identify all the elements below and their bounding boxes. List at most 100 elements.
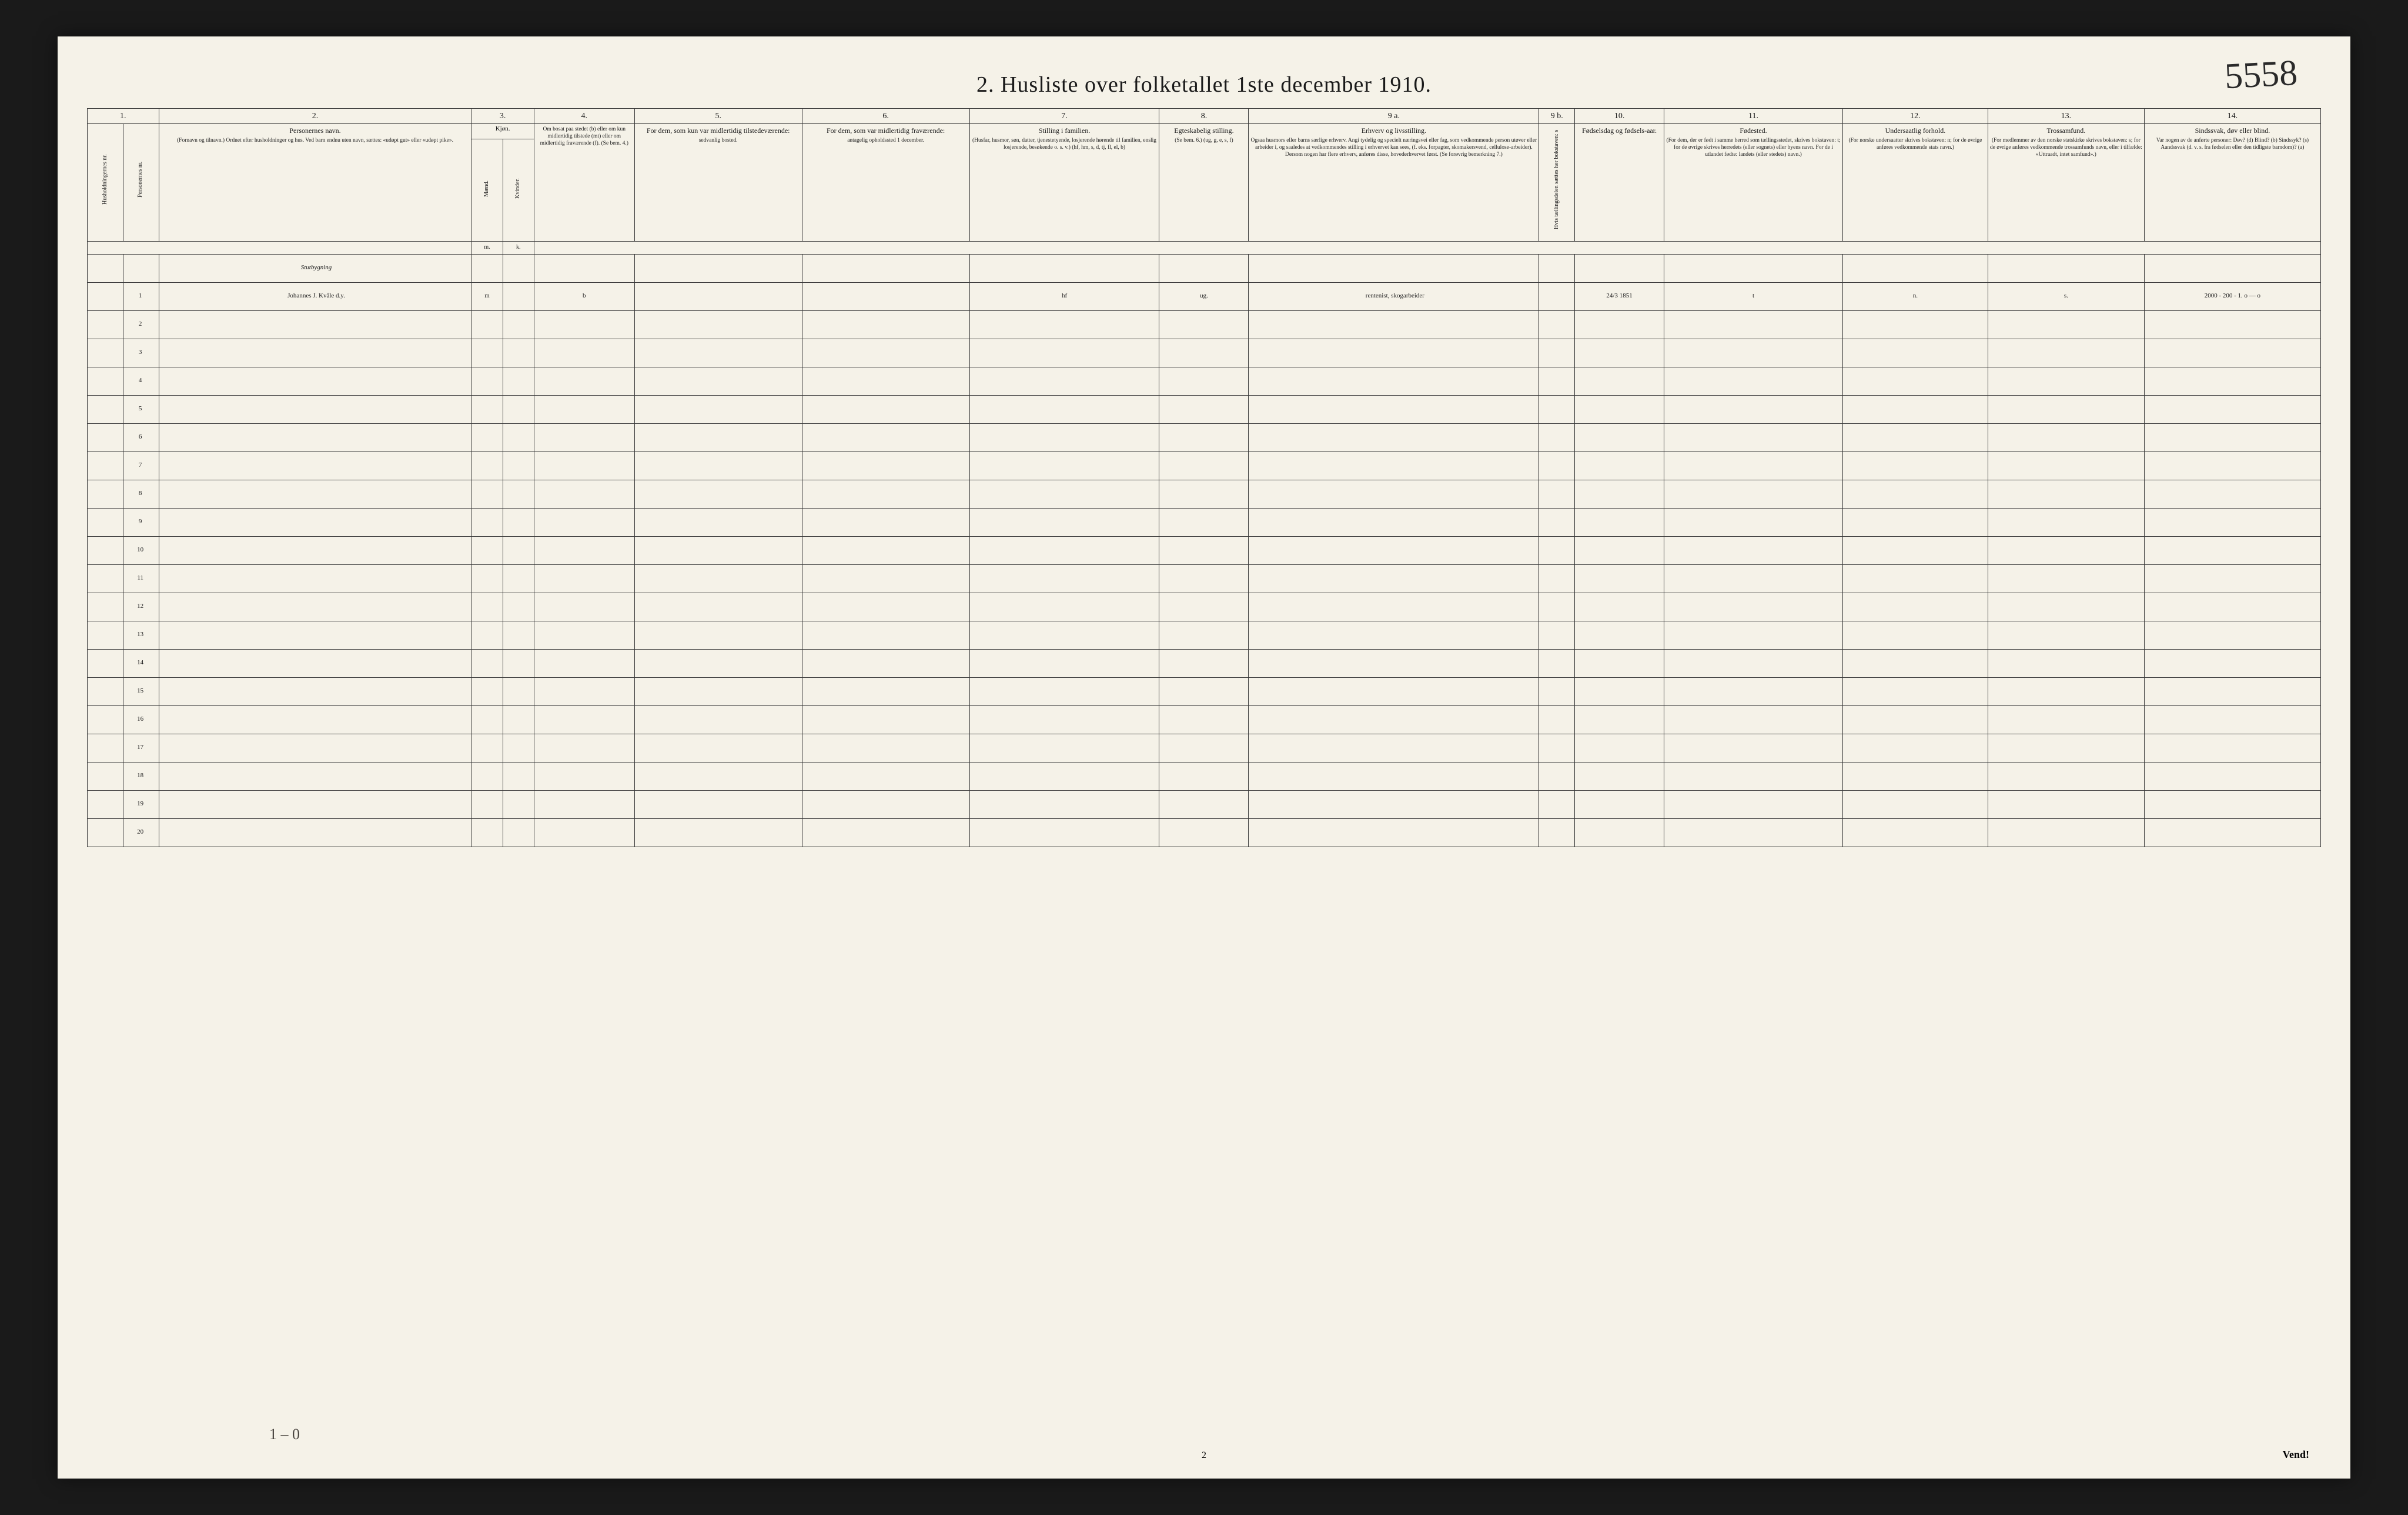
birthplace-cell xyxy=(1664,310,1843,339)
occupation-cell xyxy=(1249,452,1539,480)
table-row: 6 xyxy=(88,423,2321,452)
residence-cell xyxy=(534,564,634,593)
occupation-cell xyxy=(1249,395,1539,423)
marital-cell xyxy=(1159,423,1249,452)
birth-cell: 24/3 1851 xyxy=(1575,282,1664,310)
sex-m-cell xyxy=(471,395,503,423)
sex-k-cell xyxy=(503,423,534,452)
disability-cell xyxy=(2144,536,2320,564)
temp-absent-cell xyxy=(802,282,969,310)
religion-cell xyxy=(1988,536,2144,564)
temp-present-cell xyxy=(634,734,802,762)
birth-cell xyxy=(1575,452,1664,480)
residence-cell xyxy=(534,367,634,395)
person-nr-cell: 20 xyxy=(123,818,159,847)
disability-cell xyxy=(2144,818,2320,847)
occupation-cell xyxy=(1249,818,1539,847)
religion-cell xyxy=(1988,734,2144,762)
marital-cell xyxy=(1159,790,1249,818)
hdr-family-pos: Stilling i familien. (Husfar, husmor, sø… xyxy=(969,124,1159,242)
hdr-residence: Om bosat paa stedet (b) eller om kun mid… xyxy=(534,124,634,242)
sex-m-cell xyxy=(471,818,503,847)
sex-k-cell xyxy=(503,536,534,564)
census-page: 5558 2. Husliste over folketallet 1ste d… xyxy=(58,36,2350,1479)
marital-cell xyxy=(1159,508,1249,536)
birth-cell xyxy=(1575,564,1664,593)
occupation-cell xyxy=(1249,762,1539,790)
household-nr-cell xyxy=(88,310,123,339)
name-cell xyxy=(159,762,471,790)
temp-present-cell xyxy=(634,790,802,818)
person-nr-cell: 17 xyxy=(123,734,159,762)
occupation-cell: rentenist, skogarbeider xyxy=(1249,282,1539,310)
temp-absent-cell xyxy=(802,395,969,423)
hdr-sex: Kjøn. xyxy=(471,124,534,139)
c9b-cell xyxy=(1539,677,1575,705)
birth-cell xyxy=(1575,677,1664,705)
temp-absent-cell xyxy=(802,310,969,339)
colnum: 5. xyxy=(634,108,802,124)
name-cell xyxy=(159,790,471,818)
birth-cell xyxy=(1575,818,1664,847)
table-row: 3 xyxy=(88,339,2321,367)
c9b-cell xyxy=(1539,395,1575,423)
household-nr-cell xyxy=(88,508,123,536)
temp-present-cell xyxy=(634,564,802,593)
hdr-nationality: Undersaatlig forhold. (For norske unders… xyxy=(1842,124,1988,242)
temp-present-cell xyxy=(634,480,802,508)
marital-cell xyxy=(1159,480,1249,508)
birthplace-cell xyxy=(1664,536,1843,564)
marital-cell xyxy=(1159,649,1249,677)
nationality-cell xyxy=(1842,480,1988,508)
nationality-cell xyxy=(1842,790,1988,818)
sex-k-cell xyxy=(503,705,534,734)
residence-cell xyxy=(534,395,634,423)
table-body: Stutbygning 1Johannes J. Kvåle d.y.mbhfu… xyxy=(88,254,2321,847)
birthplace-cell xyxy=(1664,762,1843,790)
household-nr-cell xyxy=(88,423,123,452)
occupation-cell xyxy=(1249,367,1539,395)
sex-k-cell xyxy=(503,818,534,847)
birth-cell xyxy=(1575,508,1664,536)
occupation-cell xyxy=(1249,677,1539,705)
religion-cell xyxy=(1988,593,2144,621)
person-nr-cell: 14 xyxy=(123,649,159,677)
disability-cell: 2000 - 200 - 1. o — o xyxy=(2144,282,2320,310)
c9b-cell xyxy=(1539,734,1575,762)
birth-cell xyxy=(1575,339,1664,367)
sex-k-cell xyxy=(503,790,534,818)
table-row: 10 xyxy=(88,536,2321,564)
hdr-name: Personernes navn. (Fornavn og tilnavn.) … xyxy=(159,124,471,242)
marital-cell xyxy=(1159,762,1249,790)
household-nr-cell xyxy=(88,367,123,395)
hdr-religion: Trossamfund. (For medlemmer av den norsk… xyxy=(1988,124,2144,242)
residence-cell xyxy=(534,339,634,367)
disability-cell xyxy=(2144,677,2320,705)
name-cell xyxy=(159,621,471,649)
sex-m-cell xyxy=(471,621,503,649)
sex-m-cell xyxy=(471,734,503,762)
marital-cell xyxy=(1159,818,1249,847)
disability-cell xyxy=(2144,395,2320,423)
table-row: 17 xyxy=(88,734,2321,762)
table-row: 13 xyxy=(88,621,2321,649)
residence-cell xyxy=(534,508,634,536)
c9b-cell xyxy=(1539,536,1575,564)
temp-absent-cell xyxy=(802,649,969,677)
name-cell xyxy=(159,395,471,423)
colnum: 9 a. xyxy=(1249,108,1539,124)
birthplace-cell xyxy=(1664,593,1843,621)
nationality-cell xyxy=(1842,734,1988,762)
temp-absent-cell xyxy=(802,536,969,564)
household-nr-cell xyxy=(88,762,123,790)
marital-cell xyxy=(1159,593,1249,621)
disability-cell xyxy=(2144,762,2320,790)
colnum: 9 b. xyxy=(1539,108,1575,124)
disability-cell xyxy=(2144,564,2320,593)
residence-cell xyxy=(534,621,634,649)
person-nr-cell: 7 xyxy=(123,452,159,480)
temp-absent-cell xyxy=(802,367,969,395)
residence-cell xyxy=(534,734,634,762)
disability-cell xyxy=(2144,508,2320,536)
temp-present-cell xyxy=(634,621,802,649)
